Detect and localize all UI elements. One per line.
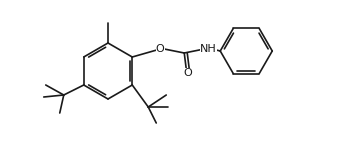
Text: NH: NH — [200, 44, 217, 54]
Text: O: O — [184, 68, 193, 78]
Text: O: O — [156, 44, 164, 54]
